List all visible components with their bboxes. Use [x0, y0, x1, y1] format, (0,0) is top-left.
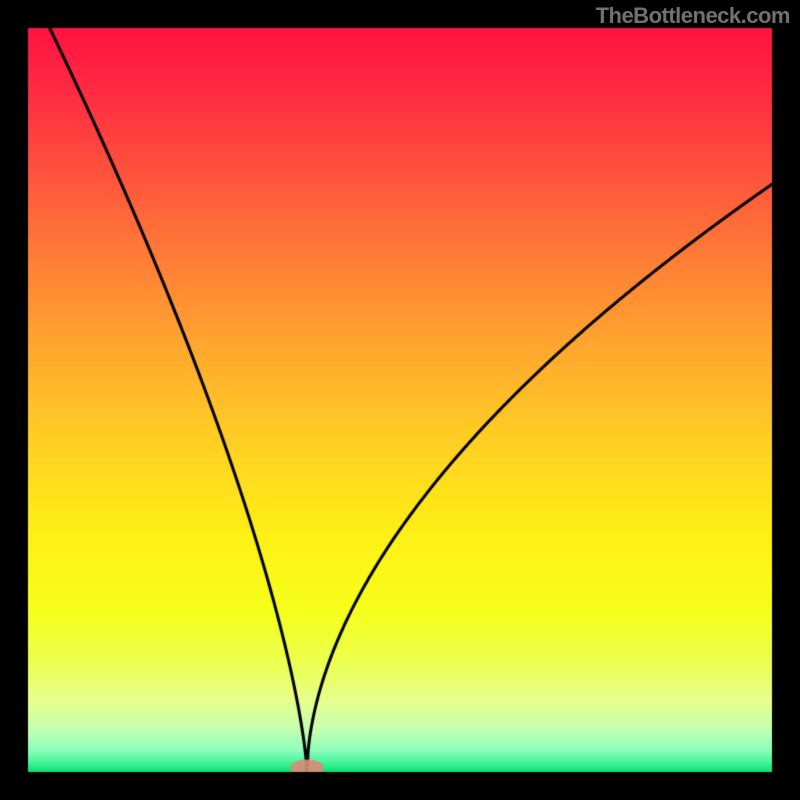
- chart-container: TheBottleneck.com: [0, 0, 800, 800]
- bottleneck-chart: [0, 0, 800, 800]
- watermark-text: TheBottleneck.com: [596, 3, 790, 29]
